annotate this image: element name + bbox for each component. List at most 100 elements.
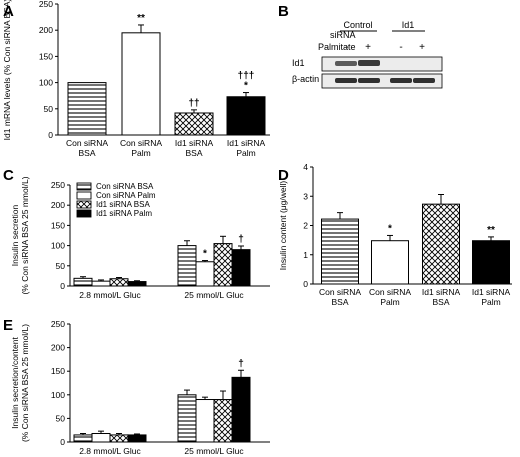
y-tick-label: 0 (60, 437, 65, 447)
panel-label-a: A (3, 3, 14, 20)
blot-band-actin-3 (390, 78, 412, 83)
significance-label: ** (487, 225, 495, 236)
x-tick-label: 25 mmol/L Gluc (184, 446, 244, 456)
y-tick-label: 100 (51, 390, 65, 400)
y-tick-label: 1 (303, 250, 308, 260)
blot-band-actin-4 (413, 78, 435, 83)
y-tick-label: 50 (44, 104, 54, 114)
bar (231, 376, 251, 443)
legend-swatch (76, 209, 92, 218)
y-tick-label: 150 (51, 366, 65, 376)
bar (213, 399, 233, 443)
x-tick-label: Palm (380, 297, 399, 307)
blot-row-label-actin: β-actin (292, 74, 319, 84)
y-tick-label: 100 (39, 78, 53, 88)
y-axis-label: Insulin secretion/content (10, 337, 20, 429)
bar (109, 278, 129, 287)
blot-band-id1-1 (335, 61, 357, 66)
y-tick-label: 0 (60, 281, 65, 291)
x-tick-label: BSA (432, 297, 449, 307)
bar (91, 433, 111, 443)
bar (127, 281, 147, 287)
blot-group-id1: Id1 (402, 20, 415, 30)
x-tick-label: 2.8 mmol/L Gluc (79, 446, 141, 456)
significance-label: † (238, 358, 244, 369)
x-tick-label: Id1 siRNA (472, 287, 511, 297)
x-tick-label: Id1 siRNA (227, 138, 266, 148)
x-tick-label: BSA (78, 148, 95, 158)
y-axis-label: Insulin secretion (10, 205, 20, 267)
significance-label: ** (137, 13, 145, 24)
x-tick-label: Palm (131, 148, 150, 158)
significance-label: † (238, 234, 244, 245)
y-tick-label: 4 (303, 162, 308, 172)
y-tick-label: 150 (51, 220, 65, 230)
y-tick-label: 50 (56, 413, 66, 423)
y-tick-label: 200 (51, 343, 65, 353)
legend-swatch (76, 191, 92, 200)
y-tick-label: 250 (51, 319, 65, 329)
bar (174, 112, 214, 136)
x-tick-label: Id1 siRNA (175, 138, 214, 148)
y-tick-label: 250 (39, 0, 53, 9)
bar (67, 82, 107, 136)
blot-lane-sign-2: + (365, 42, 371, 53)
bar (177, 245, 197, 287)
chart-panel-c: 0 50 100 150 200 250 Insulin secretion (% Con s… (10, 176, 270, 300)
panel-label-c: C (3, 167, 14, 184)
y-axis-label: (% Con siRNA BSA 25 mmol/L) (20, 324, 30, 442)
blot-lane-sign-1: - (345, 42, 348, 53)
legend-label: Id1 siRNA BSA (96, 200, 150, 209)
blot-lane-sign-3: - (399, 42, 402, 53)
significance-label: * (244, 81, 248, 92)
y-axis-label: (% Con siRNA BSA 25 mmol/L) (20, 176, 30, 294)
bar (371, 240, 409, 285)
chart-panel-a: 0 50 100 150 200 250 Id1 mRNA levels (% Con si… (2, 0, 270, 158)
blot-id1-strip (321, 56, 443, 72)
panel-label-b: B (278, 3, 289, 20)
x-tick-label: Con siRNA (120, 138, 162, 148)
blot-lane-sign-4: + (419, 42, 425, 53)
y-tick-label: 3 (303, 191, 308, 201)
x-tick-label: Palm (236, 148, 255, 158)
blot-band-actin-1 (335, 78, 357, 83)
blot-palmitate-label: Palmitate (318, 42, 356, 52)
panel-label-d: D (278, 167, 289, 184)
x-tick-label: BSA (331, 297, 348, 307)
x-tick-label: 2.8 mmol/L Gluc (79, 290, 141, 300)
bar (73, 434, 93, 443)
x-tick-label: BSA (185, 148, 202, 158)
x-tick-label: Palm (481, 297, 500, 307)
bar (226, 96, 266, 136)
panel-label-e: E (3, 317, 13, 334)
bar (127, 434, 147, 443)
blot-sirna-label: siRNA (330, 30, 356, 40)
significance-label: * (388, 223, 392, 234)
bar (422, 203, 460, 285)
bar (121, 32, 161, 136)
bar (213, 243, 233, 287)
y-tick-label: 50 (56, 261, 66, 271)
significance-label: * (203, 249, 207, 260)
western-blot: siRNA Palmitate Control Id1 - + - + Id1 … (292, 20, 443, 89)
bar (231, 249, 251, 287)
bar (109, 434, 129, 443)
y-tick-label: 2 (303, 221, 308, 231)
x-tick-label: 25 mmol/L Gluc (184, 290, 244, 300)
x-tick-label: Con siRNA (369, 287, 411, 297)
bar (195, 399, 215, 443)
chart-panel-e: 0 50 100 150 200 250 Insulin secretion/content… (10, 319, 270, 456)
bar (195, 261, 215, 287)
y-tick-label: 200 (51, 200, 65, 210)
significance-label: ††† (238, 71, 255, 82)
blot-group-control: Control (343, 20, 372, 30)
y-tick-label: 200 (39, 25, 53, 35)
legend-label: Id1 siRNA Palm (96, 209, 152, 218)
blot-band-id1-2 (358, 60, 380, 66)
blot-actin-strip (321, 73, 443, 89)
bar (177, 394, 197, 443)
x-tick-label: Con siRNA (66, 138, 108, 148)
bar (73, 277, 93, 287)
